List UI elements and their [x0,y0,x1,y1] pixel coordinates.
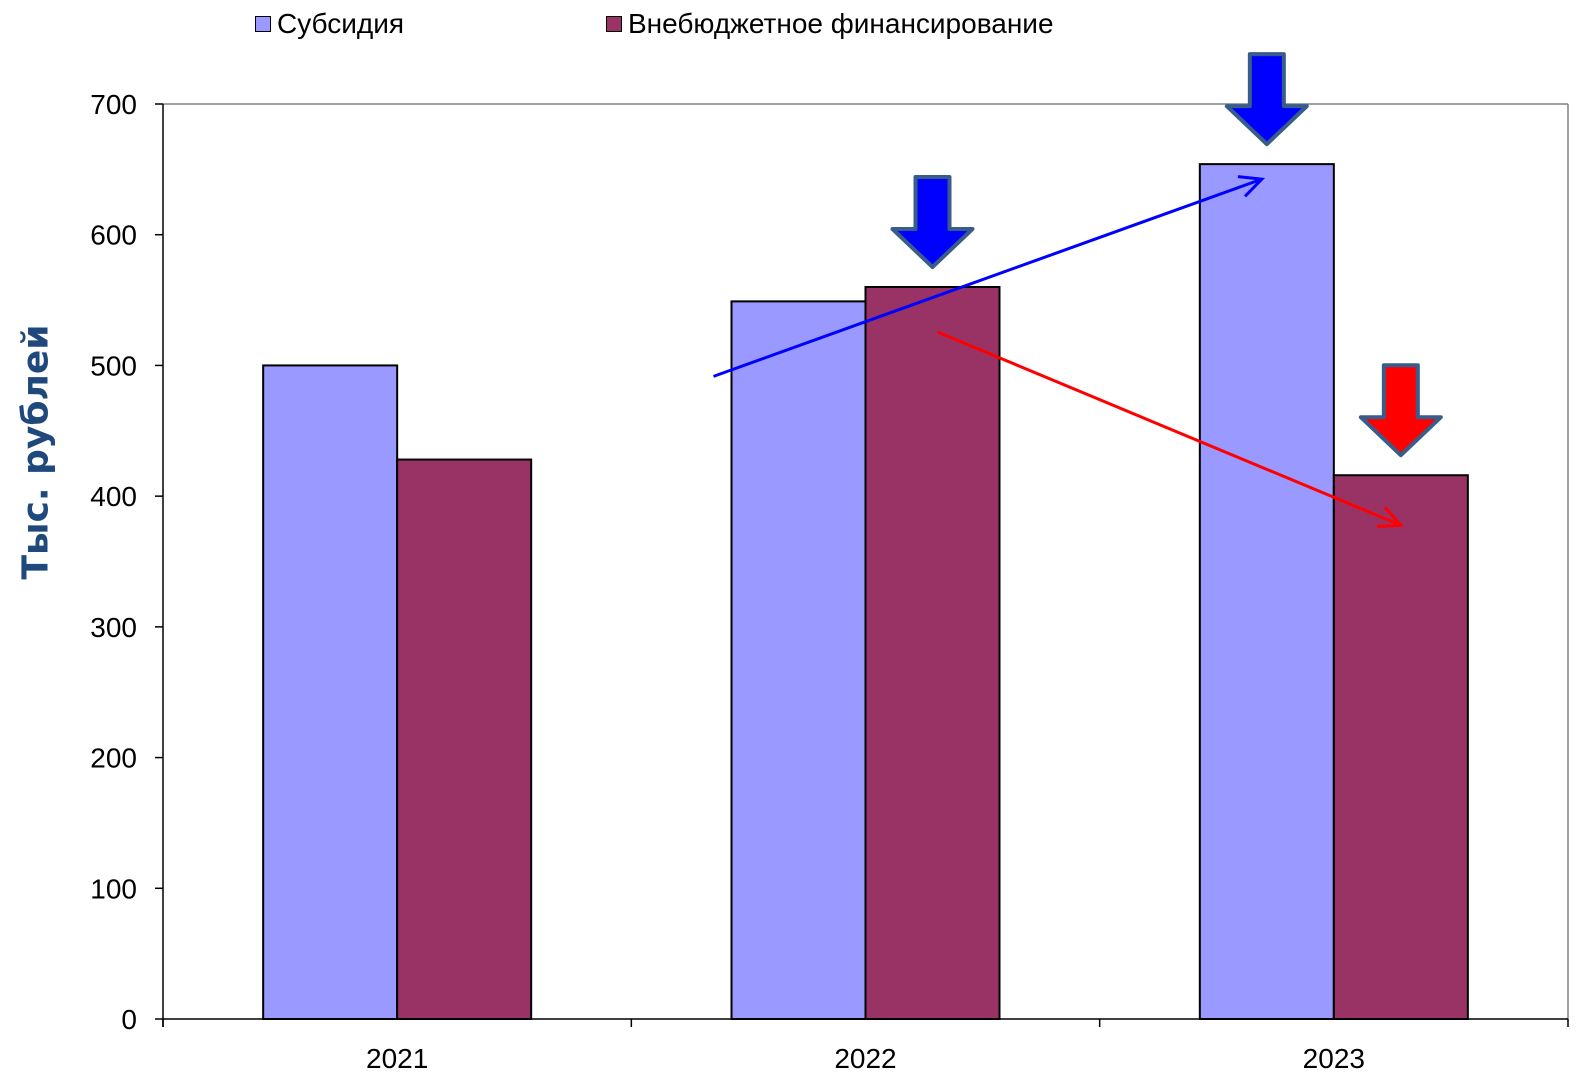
bar-extra-budget-2021 [396,458,533,1020]
legend-swatch-extra-budget [606,16,622,32]
y-tick-label: 700 [90,89,137,120]
x-tick-label-2021: 2021 [366,1043,428,1074]
y-tick-label: 300 [90,612,137,643]
trend-arrow-up [712,177,1263,378]
y-tick-label: 400 [90,481,137,512]
legend-item-extra-budget: Внебюджетное финансирование [606,8,1054,40]
y-tick-label: 100 [90,873,137,904]
y-tick-label: 500 [90,350,137,381]
x-tick-label-2022: 2022 [834,1043,896,1074]
arrow-down-icon [1224,52,1309,147]
trend-arrow-down-head [1376,506,1405,529]
y-tick-label: 0 [121,1004,137,1035]
x-tick-label-2023: 2023 [1303,1043,1365,1074]
bar-subsidy-2022 [730,300,867,1020]
trend-arrow-up-head [1237,175,1266,198]
y-tick-label: 600 [90,220,137,251]
bar-extra-budget-2022 [864,286,1001,1020]
arrow-down-icon [1358,363,1443,458]
y-axis-label-area: Тыс. рублей [0,0,80,1086]
bar-extra-budget-2023 [1332,474,1469,1020]
legend-label-subsidy: Субсидия [277,8,405,39]
trend-arrow-down [936,330,1402,527]
legend: Субсидия Внебюджетное финансирование [0,8,1593,42]
bar-subsidy-2021 [262,364,399,1020]
legend-label-extra-budget: Внебюджетное финансирование [628,8,1054,39]
y-axis-label: Тыс. рублей [15,324,57,580]
legend-item-subsidy: Субсидия [255,8,404,40]
y-tick-label: 200 [90,743,137,774]
legend-swatch-subsidy [255,16,271,32]
bar-subsidy-2023 [1198,163,1335,1020]
arrow-down-icon [890,175,975,269]
